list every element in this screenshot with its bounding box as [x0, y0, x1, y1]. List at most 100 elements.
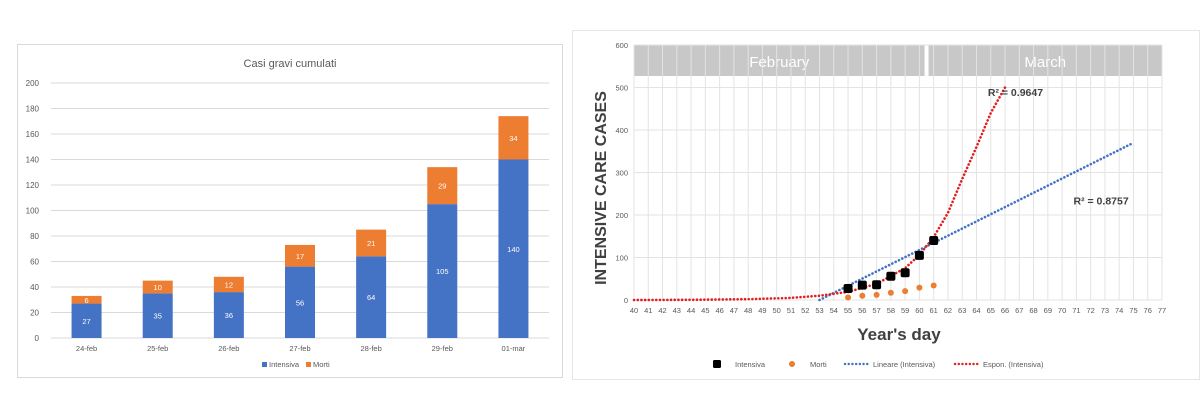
point-morti	[902, 288, 909, 295]
legend-label: Intensiva	[269, 360, 300, 369]
bar-intensiva	[356, 256, 387, 338]
x-tick-label: 01-mar	[502, 344, 526, 353]
data-label: 6	[84, 296, 88, 305]
x-tick-label: 62	[944, 306, 952, 315]
r-squared-label: R² = 0.9647	[988, 87, 1043, 99]
data-label: 34	[509, 134, 517, 143]
bar-morti	[356, 229, 387, 257]
y-tick-label: 40	[30, 283, 39, 292]
x-tick-label: 50	[773, 306, 781, 315]
x-tick-label: 70	[1058, 306, 1066, 315]
legend-label: Morti	[313, 360, 330, 369]
bar-morti	[427, 167, 458, 205]
data-label: 105	[436, 267, 449, 276]
x-tick-label: 40	[630, 306, 638, 315]
y-tick-label: 80	[30, 232, 39, 241]
x-tick-label: 64	[972, 306, 980, 315]
x-tick-label: 47	[730, 306, 738, 315]
legend-swatch	[262, 362, 267, 367]
series	[632, 86, 1135, 302]
x-tick-label: 28-feb	[361, 344, 382, 353]
bar-morti	[142, 280, 173, 294]
x-tick-label: 49	[758, 306, 766, 315]
x-tick-label: 75	[1129, 306, 1137, 315]
x-tick-label: 57	[872, 306, 880, 315]
stacked-bar-chart-svg: Casi gravi cumulati 0 20 40 60 80 100 120 140 16…	[26, 58, 549, 369]
y-tick-label: 120	[26, 181, 40, 190]
x-tick-label: 60	[915, 306, 923, 315]
x-tick-label: 45	[701, 306, 709, 315]
month-band-label: March	[1024, 54, 1066, 71]
x-tick-label: 41	[644, 306, 652, 315]
bar-intensiva	[427, 204, 458, 338]
data-label: 56	[296, 298, 304, 307]
data-label: 29	[438, 182, 446, 191]
bar-morti	[71, 295, 102, 304]
legend-label: Espon. (Intensiva)	[983, 360, 1044, 369]
y-tick-label: 600	[615, 41, 628, 50]
x-tick-label: 46	[715, 306, 723, 315]
x-tick-label: 56	[858, 306, 866, 315]
data-label: 21	[367, 239, 375, 248]
point-intensiva	[872, 280, 882, 290]
point-morti	[916, 284, 923, 291]
x-axis-label: Year's day	[857, 325, 941, 344]
x-tick-label: 24-feb	[76, 344, 97, 353]
y-tick-label: 100	[26, 207, 40, 216]
point-intensiva	[929, 236, 939, 245]
legend-label: Lineare (Intensiva)	[873, 360, 936, 369]
chart-title: Casi gravi cumulati	[244, 58, 337, 70]
scatter-trend-chart-svg: February March 0 100 200 300 400 500 600 40 41 42…	[593, 41, 1166, 369]
point-intensiva	[843, 284, 853, 294]
x-tick-label: 73	[1101, 306, 1109, 315]
y-tick-label: 20	[30, 309, 39, 318]
x-tick-label: 48	[744, 306, 752, 315]
x-tick-label: 26-feb	[218, 344, 239, 353]
data-label: 36	[225, 311, 233, 320]
point-intensiva	[914, 250, 924, 260]
y-tick-label: 400	[615, 126, 628, 135]
x-tick-label: 42	[658, 306, 666, 315]
x-tick-label: 52	[801, 306, 809, 315]
scatter-trend-chart: February March 0 100 200 300 400 500 600 40 41 42…	[572, 30, 1200, 380]
linear-trendline	[818, 141, 1135, 302]
bar-intensiva	[142, 293, 173, 338]
point-intensiva	[886, 271, 896, 281]
point-intensiva	[857, 280, 867, 290]
x-tick-label: 69	[1044, 306, 1052, 315]
point-morti	[873, 291, 880, 298]
x-tick-label: 72	[1086, 306, 1094, 315]
x-tick-label: 71	[1072, 306, 1080, 315]
point-morti	[859, 292, 866, 299]
r-squared-label: R² = 0.8757	[1074, 195, 1129, 207]
legend-marker	[789, 361, 795, 367]
legend-swatch	[306, 362, 311, 367]
legend: Intensiva Morti Lineare (Intensiva) Espon. …	[713, 360, 1044, 369]
y-tick-label: 140	[26, 156, 40, 165]
x-tick-label: 53	[815, 306, 823, 315]
y-axis-ticks: 0 20 40 60 80 100 120 140 160 180 200	[26, 79, 40, 343]
x-tick-label: 68	[1029, 306, 1037, 315]
legend: Intensiva Morti	[262, 360, 330, 369]
x-tick-label: 58	[887, 306, 895, 315]
x-tick-label: 43	[673, 306, 681, 315]
y-tick-label: 500	[615, 84, 628, 93]
data-label: 27	[82, 317, 90, 326]
month-band	[928, 45, 1162, 76]
month-bands: February March	[634, 45, 1162, 76]
x-axis-ticks: 24-feb 25-feb 26-feb 27-feb 28-feb 29-feb 01-m…	[76, 344, 526, 353]
x-tick-label: 61	[930, 306, 938, 315]
data-label: 17	[296, 252, 304, 261]
point-intensiva	[900, 268, 910, 278]
annotations: R² = 0.9647 R² = 0.8757	[988, 87, 1129, 207]
y-axis-label: INTENSIVE CARE CASES	[593, 91, 610, 285]
exponential-trendline	[632, 86, 1007, 302]
legend-marker	[713, 360, 721, 368]
x-tick-label: 74	[1115, 306, 1123, 315]
x-tick-label: 65	[987, 306, 995, 315]
x-tick-label: 29-feb	[432, 344, 453, 353]
x-tick-label: 63	[958, 306, 966, 315]
data-label: 140	[507, 245, 520, 254]
stacked-bar-chart: Casi gravi cumulati 0 20 40 60 80 100 120 140 16…	[17, 44, 563, 378]
month-band-label: February	[749, 54, 810, 71]
